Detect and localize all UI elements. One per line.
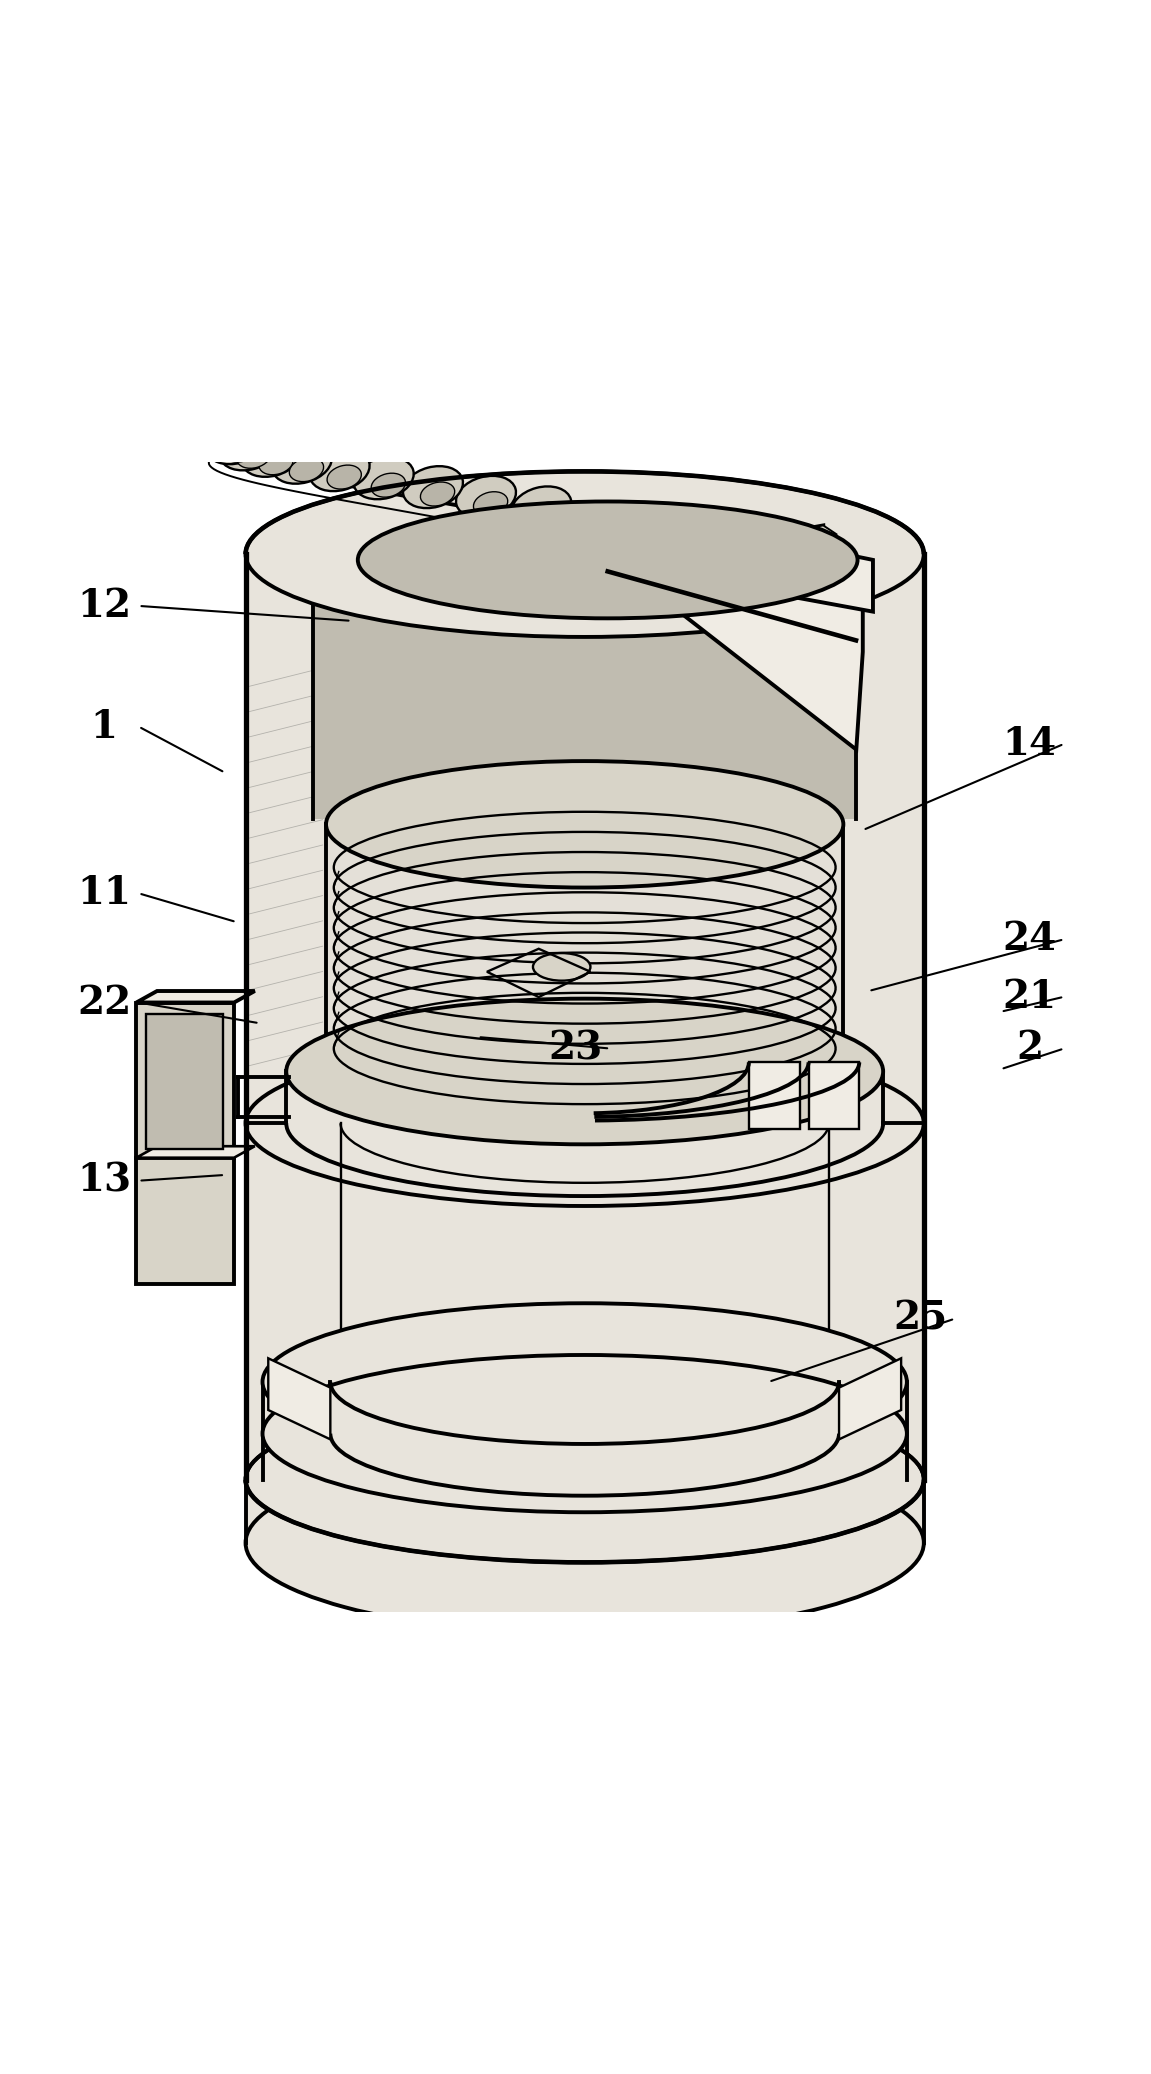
Ellipse shape — [533, 954, 590, 981]
Polygon shape — [268, 1358, 330, 1439]
Ellipse shape — [223, 438, 258, 463]
Polygon shape — [760, 525, 823, 589]
Ellipse shape — [511, 487, 571, 529]
Text: 25: 25 — [893, 1300, 947, 1338]
Ellipse shape — [238, 419, 273, 444]
Polygon shape — [136, 1002, 234, 1157]
Ellipse shape — [224, 425, 259, 450]
Ellipse shape — [358, 502, 857, 618]
Ellipse shape — [272, 442, 331, 483]
Polygon shape — [136, 991, 254, 1002]
Bar — [262, 1381, 907, 1479]
Ellipse shape — [207, 411, 267, 452]
Ellipse shape — [528, 502, 563, 527]
Ellipse shape — [245, 1041, 924, 1205]
Ellipse shape — [456, 475, 516, 518]
Text: 24: 24 — [1003, 921, 1057, 958]
Ellipse shape — [206, 423, 266, 465]
Text: 1: 1 — [91, 707, 117, 747]
Ellipse shape — [326, 761, 844, 888]
Text: 22: 22 — [77, 983, 131, 1022]
Ellipse shape — [237, 444, 270, 469]
Text: 2: 2 — [1016, 1029, 1043, 1068]
Ellipse shape — [262, 1302, 907, 1460]
Text: 14: 14 — [1003, 724, 1057, 763]
Text: 12: 12 — [77, 587, 131, 624]
Text: 23: 23 — [548, 1029, 603, 1068]
Polygon shape — [136, 1147, 254, 1157]
Ellipse shape — [403, 467, 463, 508]
Text: 21: 21 — [1003, 977, 1057, 1016]
Polygon shape — [608, 527, 863, 749]
Ellipse shape — [310, 450, 369, 492]
Ellipse shape — [219, 431, 253, 456]
Text: 13: 13 — [77, 1161, 131, 1199]
Polygon shape — [760, 525, 837, 545]
Bar — [313, 560, 856, 819]
Bar — [245, 554, 924, 1479]
Ellipse shape — [201, 417, 261, 458]
Text: 11: 11 — [77, 875, 131, 913]
Ellipse shape — [245, 1396, 924, 1562]
Ellipse shape — [371, 473, 405, 498]
Ellipse shape — [353, 456, 413, 500]
Ellipse shape — [221, 404, 281, 446]
Ellipse shape — [242, 436, 302, 477]
Polygon shape — [839, 1358, 901, 1439]
Polygon shape — [145, 1014, 222, 1149]
Ellipse shape — [420, 481, 455, 506]
Ellipse shape — [245, 1452, 924, 1634]
Ellipse shape — [289, 458, 323, 481]
Polygon shape — [599, 512, 662, 595]
Ellipse shape — [245, 471, 924, 637]
Polygon shape — [136, 1157, 234, 1284]
Bar — [326, 823, 844, 1072]
Bar — [245, 1124, 924, 1381]
Ellipse shape — [327, 465, 361, 489]
Polygon shape — [573, 521, 872, 612]
Bar — [245, 1479, 924, 1543]
Ellipse shape — [259, 450, 294, 475]
Polygon shape — [599, 512, 679, 535]
Bar — [808, 1062, 860, 1128]
Ellipse shape — [326, 1008, 844, 1134]
Ellipse shape — [287, 1000, 883, 1145]
Ellipse shape — [220, 429, 280, 471]
Bar — [749, 1062, 800, 1128]
Ellipse shape — [473, 492, 508, 516]
Bar — [287, 1072, 883, 1124]
Ellipse shape — [262, 1354, 907, 1512]
